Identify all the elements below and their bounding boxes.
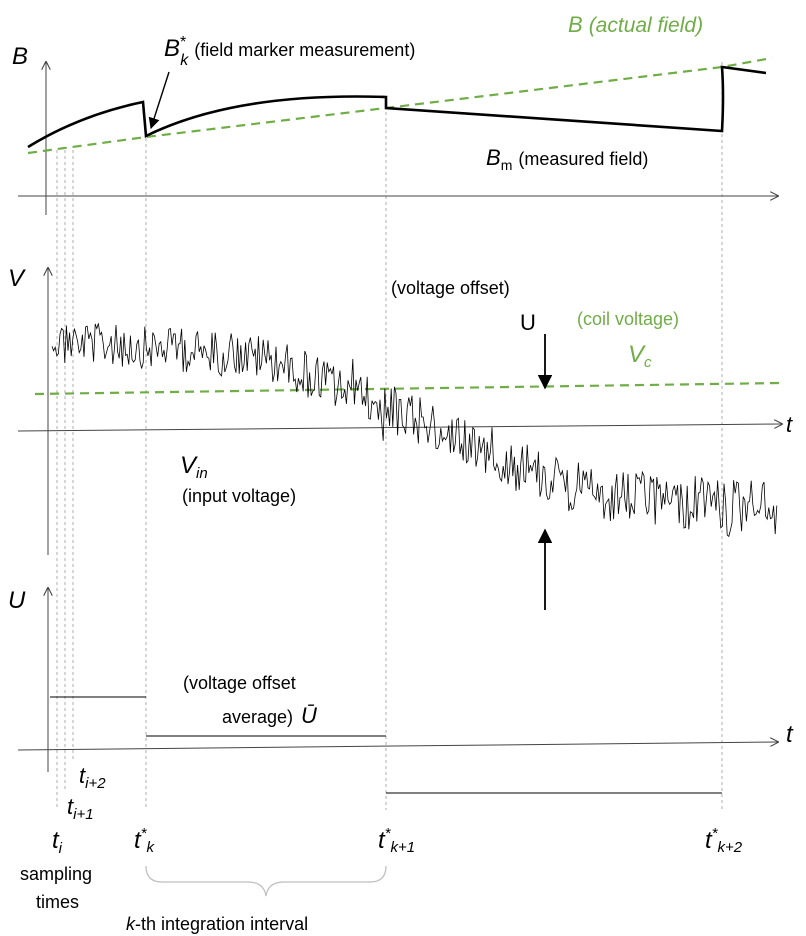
actual-field-line <box>27 56 773 155</box>
t-k2-label: t*k+2 <box>705 825 743 856</box>
b-axis-label: B <box>12 43 28 70</box>
time-labels: ti+2 ti+1 ti t*k t*k+1 t*k+2 sampling ti… <box>20 763 743 934</box>
sampling-times-label-2: times <box>36 892 79 912</box>
input-voltage-signal <box>51 323 778 538</box>
v-axis-label: V <box>8 265 26 292</box>
v-time-label: t <box>786 412 793 437</box>
t-i-label: ti <box>52 827 63 857</box>
t-k1-label: t*k+1 <box>378 825 415 856</box>
measured-field-label: Bm (measured field) <box>486 145 648 173</box>
actual-field-label: B (actual field) <box>568 12 703 37</box>
input-voltage-symbol: Vin <box>180 452 208 482</box>
marker-pointer-arrow <box>148 71 170 130</box>
offset-symbol-label: U <box>520 310 536 335</box>
sampling-times-label-1: sampling <box>20 864 92 884</box>
offset-average-label-1: (voltage offset <box>183 673 296 693</box>
panel-u: U t (voltage offset average) Ū <box>8 587 794 794</box>
integration-interval-label: k-th integration interval <box>126 914 308 934</box>
coil-voltage-label: (coil voltage) <box>577 309 679 329</box>
u-axis-label: U <box>8 587 26 614</box>
t-k-label: t*k <box>134 825 156 856</box>
u-x-axis <box>17 742 778 751</box>
measured-field-curve <box>27 65 767 149</box>
time-guides <box>56 62 723 810</box>
voltage-offset-label: (voltage offset) <box>391 278 510 298</box>
input-voltage-label: (input voltage) <box>182 486 296 506</box>
panel-v: V t (voltage offset) U (coil voltage) Vc… <box>8 265 793 610</box>
offset-average-label-2: average) Ū <box>222 703 317 728</box>
t-i1-label: ti+1 <box>67 794 94 823</box>
t-i2-label: ti+2 <box>79 763 106 792</box>
panel-b: B B* k(field marker measurement) B (actual… <box>12 12 778 215</box>
coil-voltage-symbol: Vc <box>628 341 652 371</box>
v-x-axis <box>17 424 782 432</box>
field-marker-label: B* k(field marker measurement) <box>164 34 415 69</box>
coil-voltage-line <box>34 381 781 396</box>
integration-interval-brace <box>145 865 387 897</box>
u-time-label: t <box>786 721 794 748</box>
